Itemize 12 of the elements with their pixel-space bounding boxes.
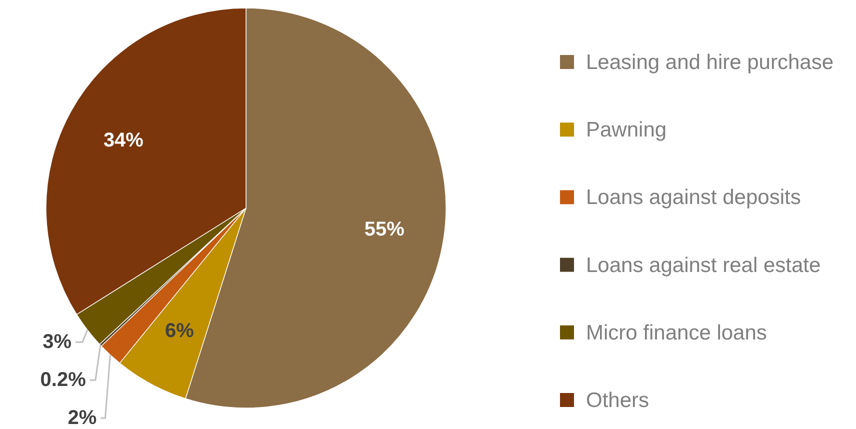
data-label: 6%: [164, 320, 194, 342]
data-label: 2%: [68, 407, 97, 429]
legend-label: Micro finance loans: [586, 320, 767, 344]
legend-label: Pawning: [586, 118, 667, 142]
legend-label: Loans against real estate: [586, 253, 821, 276]
data-label: 55%: [364, 218, 405, 240]
data-label: 34%: [103, 129, 144, 152]
legend-label: Leasing and hire purchase: [586, 50, 834, 74]
data-label: 0.2%: [40, 369, 86, 392]
legend-label: Loans against deposits: [586, 186, 801, 209]
data-label: 3%: [42, 331, 72, 354]
legend-label: Others: [586, 388, 650, 412]
